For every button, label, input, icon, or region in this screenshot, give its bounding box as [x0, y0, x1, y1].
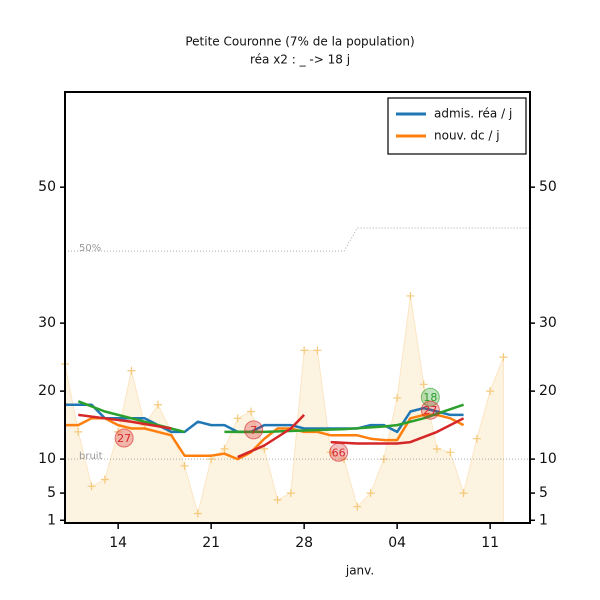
- series-line: [65, 413, 465, 461]
- y-tick-label: 20: [38, 383, 56, 399]
- legend-label: admis. réa / j: [434, 107, 512, 121]
- y-tick-label: 5: [47, 485, 56, 501]
- reference-label: bruit: [79, 451, 103, 462]
- y-tick-label-right: 50: [539, 179, 557, 195]
- y-tick-label: 30: [38, 315, 56, 331]
- chart-title: Petite Couronne (7% de la population): [185, 35, 414, 49]
- raw-point: [419, 380, 428, 389]
- x-tick-label: 11: [481, 535, 499, 551]
- raw-point: [486, 387, 495, 396]
- raw-point: [366, 489, 375, 498]
- x-tick-label: 14: [109, 535, 127, 551]
- raw-point: [247, 407, 255, 416]
- plot-frame: [64, 91, 531, 524]
- y-tick-label-right: 5: [539, 485, 548, 501]
- raw-point: [74, 427, 83, 436]
- y-tick-label: 50: [38, 179, 56, 195]
- raw-point: [406, 291, 415, 300]
- raw-point: [100, 475, 109, 484]
- annotation-text: 27: [423, 404, 437, 417]
- raw-point: [393, 393, 402, 402]
- raw-point: [127, 366, 136, 375]
- raw-point: [87, 482, 96, 491]
- y-tick-label-right: 1: [539, 512, 548, 528]
- trend-line: [237, 414, 306, 459]
- annotation-text: 27: [117, 432, 131, 445]
- chart-subtitle: réa x2 : _ -> 18 j: [250, 53, 350, 67]
- raw-point: [273, 495, 282, 504]
- raw-point: [446, 448, 455, 457]
- annotation-text: 7: [250, 424, 257, 437]
- annotation-circle: [114, 428, 134, 448]
- y-tick-label-right: 10: [539, 451, 557, 467]
- legend-label: nouv. dc / j: [434, 129, 500, 143]
- annotation-circle: [329, 442, 349, 462]
- raw-point: [300, 346, 309, 355]
- x-tick-label: 04: [388, 535, 406, 551]
- trend-line: [224, 403, 464, 434]
- raw-point: [313, 346, 322, 355]
- x-axis-label: janv.: [345, 564, 374, 578]
- raw-point: [233, 414, 242, 423]
- raw-point: [154, 400, 162, 409]
- y-tick-label-right: 20: [539, 383, 557, 399]
- raw-point: [326, 448, 335, 457]
- annotation-text: 66: [332, 446, 346, 459]
- raw-point: [193, 509, 202, 518]
- reference-line: [65, 227, 530, 252]
- annotation-circle: [420, 400, 440, 420]
- annotation-circle: [244, 420, 264, 440]
- legend-box: [387, 97, 527, 155]
- trend-line: [78, 413, 172, 430]
- raw-point: [433, 444, 441, 453]
- annotation-circle: [420, 387, 440, 407]
- y-tick-label: 10: [38, 451, 56, 467]
- raw-point: [472, 434, 481, 443]
- raw-point: [353, 502, 362, 511]
- raw-point: [180, 461, 189, 470]
- raw-point: [286, 489, 295, 498]
- y-tick-label-right: 30: [539, 315, 557, 331]
- trend-line: [330, 417, 465, 445]
- y-tick-label: 1: [47, 512, 56, 528]
- raw-point: [499, 353, 508, 362]
- reference-label: 50%: [79, 243, 101, 254]
- raw-point: [220, 444, 229, 453]
- x-tick-label: 21: [202, 535, 220, 551]
- x-tick-label: 28: [295, 535, 313, 551]
- raw-point: [459, 489, 468, 498]
- annotation-text: 18: [423, 391, 437, 404]
